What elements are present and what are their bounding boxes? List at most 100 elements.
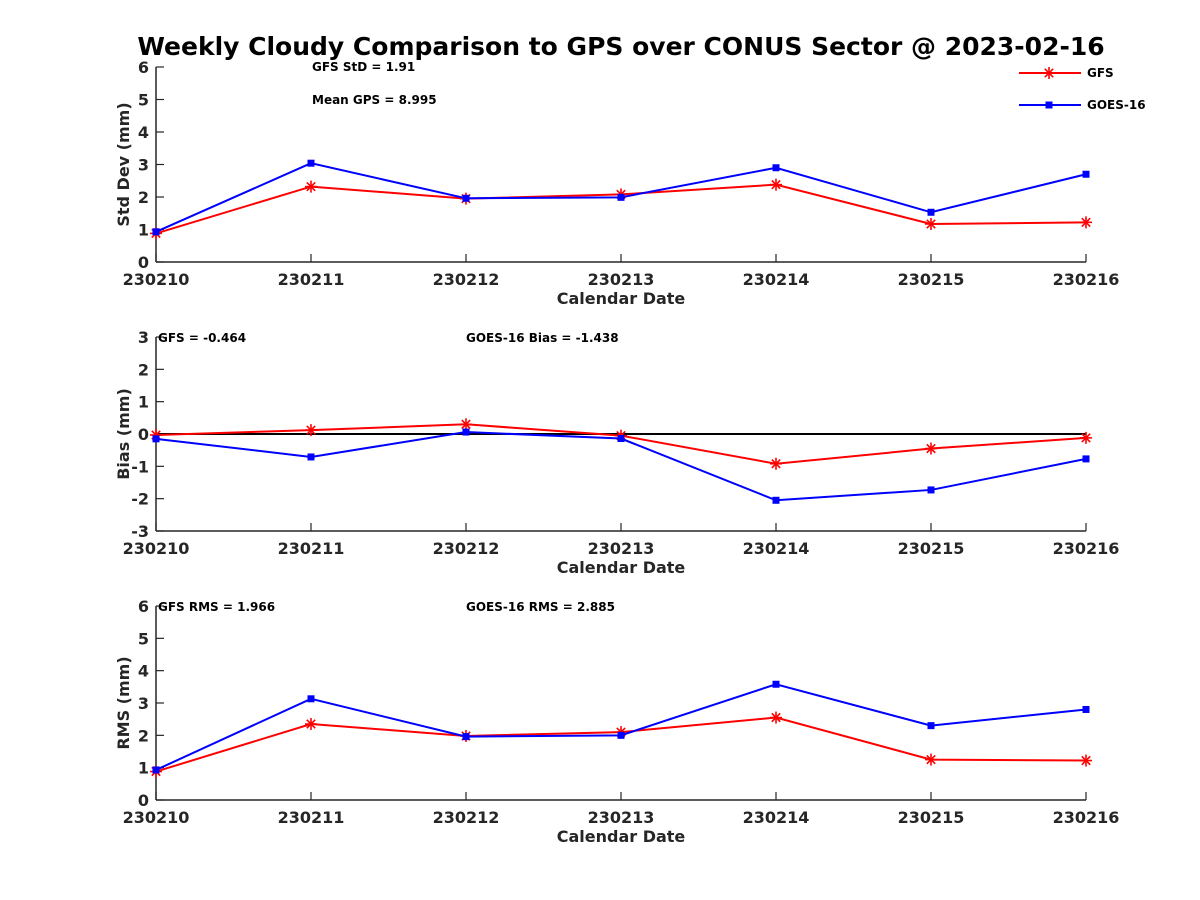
x-axis-label: Calendar Date: [557, 558, 686, 577]
x-tick-label: 230216: [1053, 808, 1120, 827]
x-tick-label: 230213: [588, 808, 655, 827]
y-tick-label: 1: [138, 221, 149, 240]
point-goes-16: [462, 428, 470, 436]
annotation: GFS RMS = 1.966: [158, 600, 275, 614]
point-goes-16: [927, 486, 935, 494]
legend-marker: [1043, 67, 1055, 79]
y-tick-label: 3: [138, 328, 149, 347]
y-tick-label: 2: [138, 726, 149, 745]
point-goes-16: [307, 159, 315, 167]
x-tick-label: 230215: [898, 808, 965, 827]
annotation: GFS StD = 1.91: [312, 60, 415, 74]
panel-1: 230210 230211 230212 230213 230214 230215 2302…: [114, 58, 1119, 308]
x-tick-label: 230212: [433, 539, 500, 558]
figure-title: Weekly Cloudy Comparison to GPS over CON…: [137, 32, 1104, 61]
point-goes-16: [462, 194, 470, 202]
annotation: GOES-16 RMS = 2.885: [466, 600, 615, 614]
y-tick-label: -3: [131, 522, 149, 541]
point-gfs: [925, 217, 937, 230]
x-tick-label: 230212: [433, 270, 500, 289]
point-gfs: [770, 178, 782, 191]
annotation: GFS = -0.464: [158, 331, 246, 345]
point-goes-16: [1082, 705, 1090, 713]
y-tick-label: 3: [138, 694, 149, 713]
series-line-goes-16: [155, 431, 1087, 502]
panel-2: 230210 230211 230212 230213 230214 230215 2302…: [114, 328, 1119, 577]
x-tick-label: 230214: [743, 270, 810, 289]
point-gfs: [305, 180, 317, 193]
point-gfs: [1080, 431, 1092, 444]
x-tick-label: 230211: [278, 270, 345, 289]
y-tick-label: 5: [138, 629, 149, 648]
y-tick-label: 3: [138, 156, 149, 175]
point-goes-16: [617, 731, 625, 739]
x-tick-label: 230214: [743, 808, 810, 827]
point-goes-16: [152, 766, 160, 774]
y-tick-label: -2: [131, 490, 149, 509]
point-goes-16: [307, 453, 315, 461]
point-goes-16: [772, 496, 780, 504]
y-tick-label: -1: [131, 457, 149, 476]
legend-label: GOES-16: [1087, 98, 1146, 112]
x-tick-label: 230215: [898, 270, 965, 289]
point-gfs: [925, 442, 937, 455]
x-tick-label: 230213: [588, 539, 655, 558]
series-line-gfs: [155, 716, 1087, 773]
x-axis-label: Calendar Date: [557, 289, 686, 308]
point-goes-16: [1082, 455, 1090, 463]
y-tick-label: 1: [138, 393, 149, 412]
panel-3: 230210 230211 230212 230213 230214 230215 2302…: [114, 597, 1119, 846]
point-gfs: [1080, 754, 1092, 767]
point-gfs: [770, 457, 782, 470]
x-tick-label: 230211: [278, 808, 345, 827]
x-tick-label: 230215: [898, 539, 965, 558]
x-tick-label: 230210: [123, 539, 190, 558]
x-tick-label: 230212: [433, 808, 500, 827]
point-gfs: [305, 718, 317, 731]
y-axis-label: Bias (mm): [114, 388, 133, 480]
x-tick-label: 230211: [278, 539, 345, 558]
annotation: GOES-16 Bias = -1.438: [466, 331, 619, 345]
point-goes-16: [462, 733, 470, 741]
x-tick-label: 230210: [123, 270, 190, 289]
point-goes-16: [1082, 170, 1090, 178]
annotation: Mean GPS = 8.995: [312, 93, 437, 107]
point-goes-16: [307, 695, 315, 703]
x-tick-label: 230210: [123, 808, 190, 827]
y-tick-label: 6: [138, 58, 149, 77]
x-tick-label: 230213: [588, 270, 655, 289]
x-tick-label: 230216: [1053, 539, 1120, 558]
point-goes-16: [152, 228, 160, 236]
y-tick-label: 5: [138, 91, 149, 110]
point-goes-16: [152, 435, 160, 443]
legend-label: GFS: [1087, 66, 1114, 80]
point-gfs: [460, 418, 472, 431]
point-goes-16: [927, 208, 935, 216]
point-gfs: [925, 753, 937, 766]
y-tick-label: 1: [138, 759, 149, 778]
legend-entry-gfs: GFS: [1019, 66, 1114, 80]
y-tick-label: 0: [138, 253, 149, 272]
y-tick-label: 4: [138, 123, 149, 142]
y-tick-label: 2: [138, 360, 149, 379]
point-gfs: [305, 424, 317, 437]
legend-entry-goes-16: GOES-16: [1019, 98, 1146, 112]
point-gfs: [1080, 216, 1092, 229]
x-tick-label: 230214: [743, 539, 810, 558]
point-gfs: [770, 711, 782, 724]
y-tick-label: 2: [138, 188, 149, 207]
point-goes-16: [617, 193, 625, 201]
y-tick-label: 6: [138, 597, 149, 616]
y-tick-label: 0: [138, 791, 149, 810]
y-tick-label: 4: [138, 662, 149, 681]
legend: GFS GOES-16: [1019, 66, 1146, 112]
y-tick-label: 0: [138, 425, 149, 444]
y-axis-label: RMS (mm): [114, 656, 133, 749]
point-goes-16: [927, 722, 935, 730]
x-axis-label: Calendar Date: [557, 827, 686, 846]
legend-marker: [1045, 101, 1053, 109]
point-goes-16: [617, 435, 625, 443]
y-axis-label: Std Dev (mm): [114, 102, 133, 226]
x-tick-label: 230216: [1053, 270, 1120, 289]
